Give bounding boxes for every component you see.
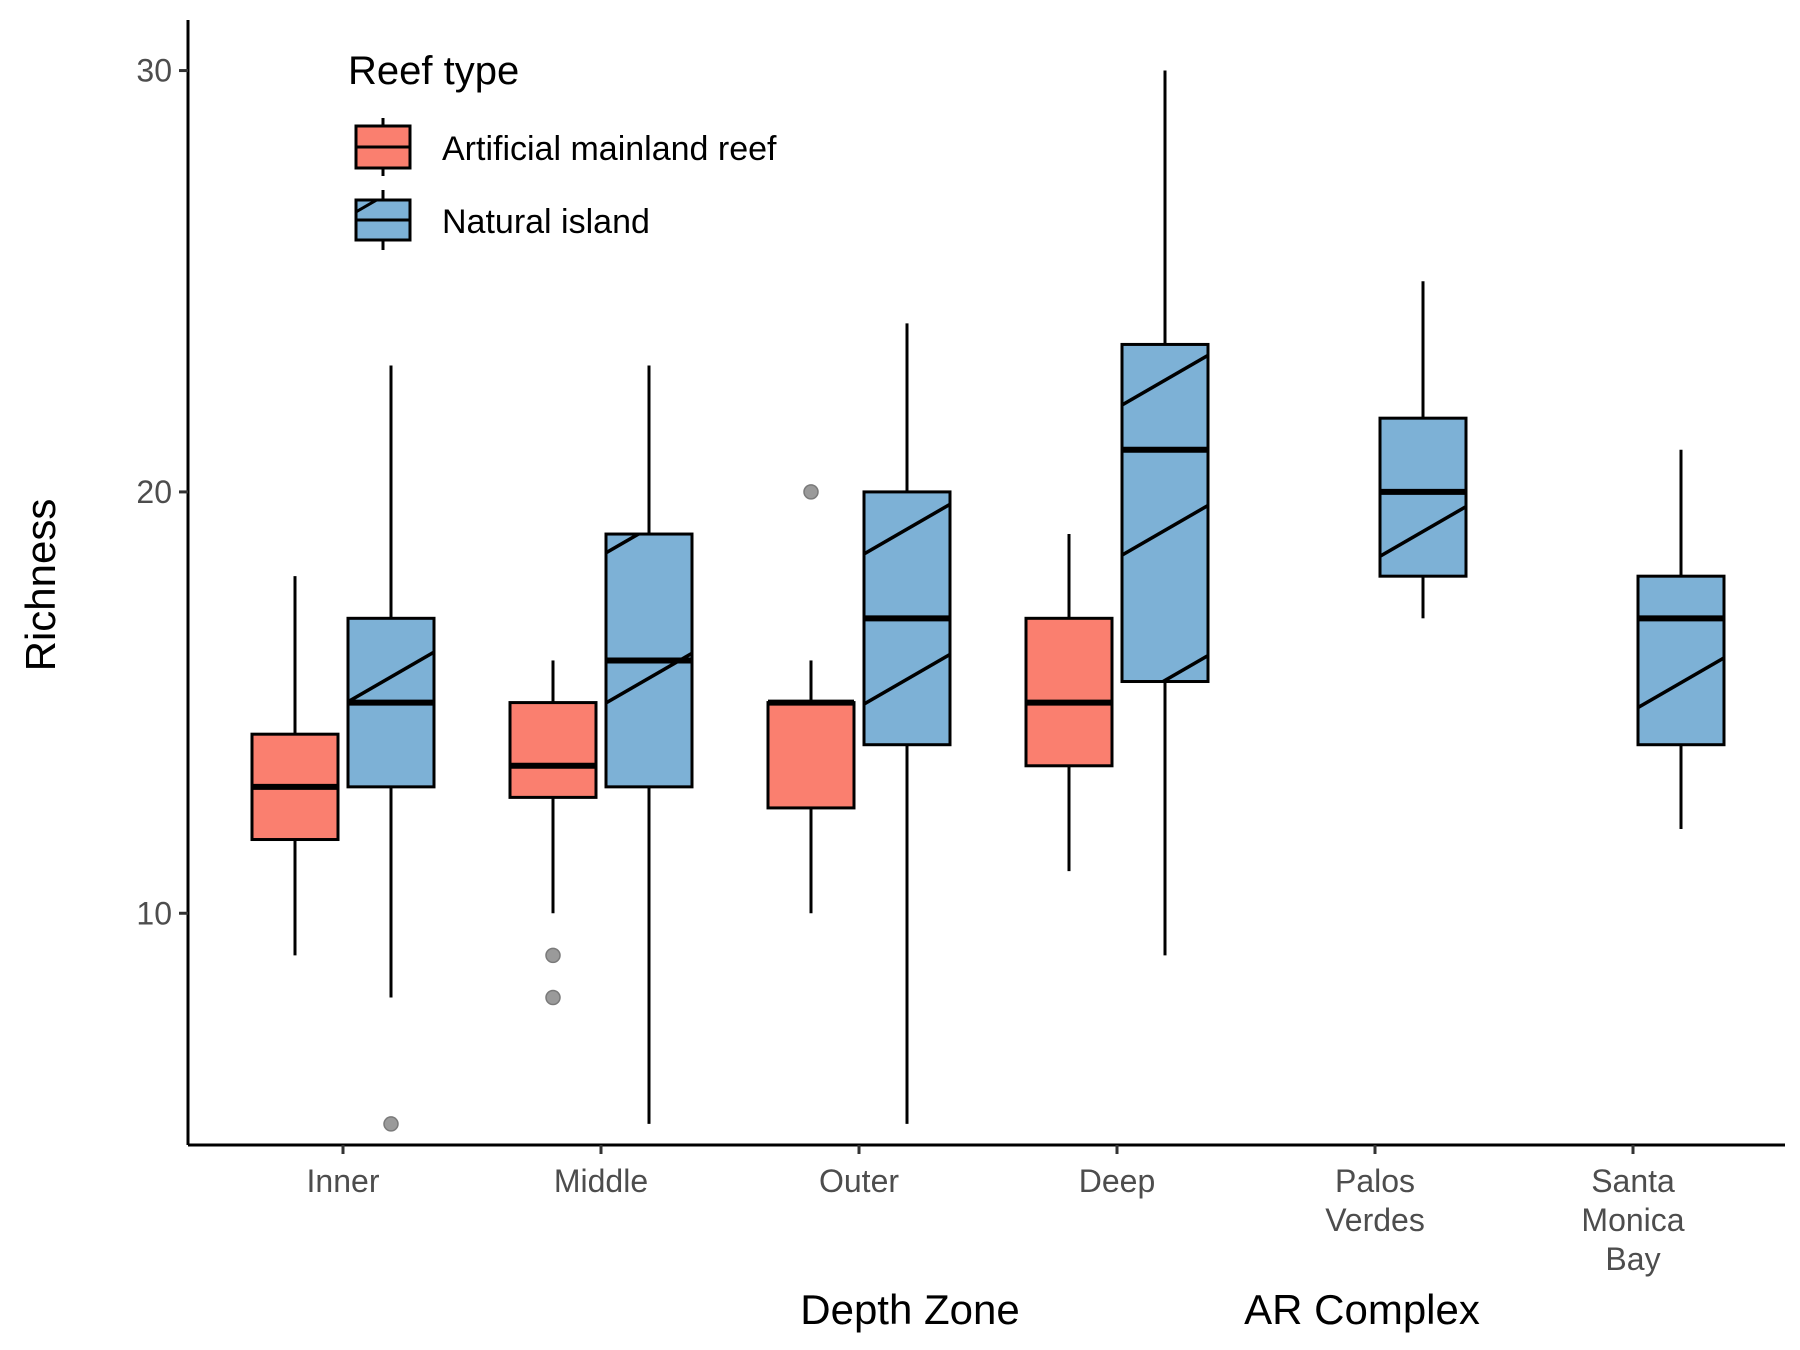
box-outline bbox=[1120, 342, 1210, 684]
group-label-ar-complex: AR Complex bbox=[1244, 1286, 1480, 1333]
group-label-depth-zone: Depth Zone bbox=[800, 1286, 1019, 1333]
box-outline bbox=[1378, 416, 1468, 578]
x-tick-label: Verdes bbox=[1325, 1202, 1425, 1238]
legend-label-natural: Natural island bbox=[442, 203, 650, 241]
x-tick-label: Deep bbox=[1079, 1163, 1156, 1199]
box-stripes bbox=[1380, 418, 1466, 577]
box-outline bbox=[508, 701, 598, 799]
outlier-point bbox=[803, 484, 819, 500]
y-tick-label: 10 bbox=[136, 895, 172, 931]
y-axis-title: Richness bbox=[17, 499, 64, 672]
box-stripes bbox=[1122, 344, 1208, 682]
legend: Reef type Artificial mainland reef Natur… bbox=[348, 49, 777, 250]
legend-item-artificial: Artificial mainland reef bbox=[354, 118, 777, 176]
box-body bbox=[1026, 618, 1112, 766]
y-tick-label: 20 bbox=[136, 474, 172, 510]
outlier-point bbox=[545, 989, 561, 1006]
legend-item-natural: Natural island bbox=[354, 190, 650, 250]
box-body bbox=[768, 702, 854, 808]
x-tick-label: Outer bbox=[819, 1163, 899, 1199]
x-tick-label: Inner bbox=[307, 1163, 380, 1199]
legend-label-artificial: Artificial mainland reef bbox=[442, 130, 777, 168]
x-tick-label: Palos bbox=[1335, 1163, 1415, 1199]
box-outline bbox=[1024, 616, 1114, 768]
box-outline bbox=[1636, 574, 1726, 747]
outlier-point bbox=[545, 947, 561, 964]
y-tick-label: 30 bbox=[136, 53, 172, 89]
legend-title: Reef type bbox=[348, 49, 519, 93]
x-tick-label: Santa bbox=[1591, 1163, 1675, 1199]
x-tick-label: Monica bbox=[1581, 1202, 1684, 1238]
outlier-point bbox=[383, 1116, 399, 1132]
box-body bbox=[510, 702, 596, 798]
x-tick-label: Bay bbox=[1605, 1241, 1660, 1277]
x-tick-label: Middle bbox=[554, 1163, 648, 1199]
box-stripes bbox=[1638, 576, 1724, 745]
